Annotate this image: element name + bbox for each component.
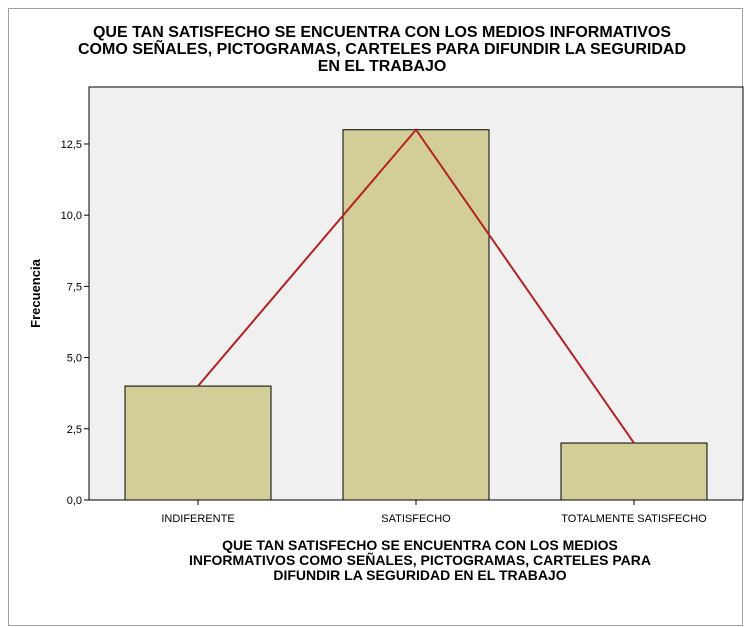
bar [560,442,708,501]
x-tick-label: INDIFERENTE [161,513,234,525]
y-tick-label: 10,0 [61,210,82,222]
y-axis-label: Frecuencia [28,258,43,327]
y-tick-label: 7,5 [67,281,82,293]
chart-title: QUE TAN SATISFECHO SE ENCUENTRA CON LOS … [77,24,687,75]
x-tick-label: SATISFECHO [381,513,451,525]
series-line [197,128,635,444]
y-tick-label: 12,5 [61,139,82,151]
y-tick-label: 2,5 [67,424,82,436]
x-axis-label: QUE TAN SATISFECHO SE ENCUENTRA CON LOS … [188,537,652,583]
bar [342,129,490,501]
x-tick-label: TOTALMENTE SATISFECHO [561,513,707,525]
y-tick-label: 0,0 [67,495,82,507]
bar [124,385,272,501]
y-tick-label: 5,0 [67,353,82,365]
